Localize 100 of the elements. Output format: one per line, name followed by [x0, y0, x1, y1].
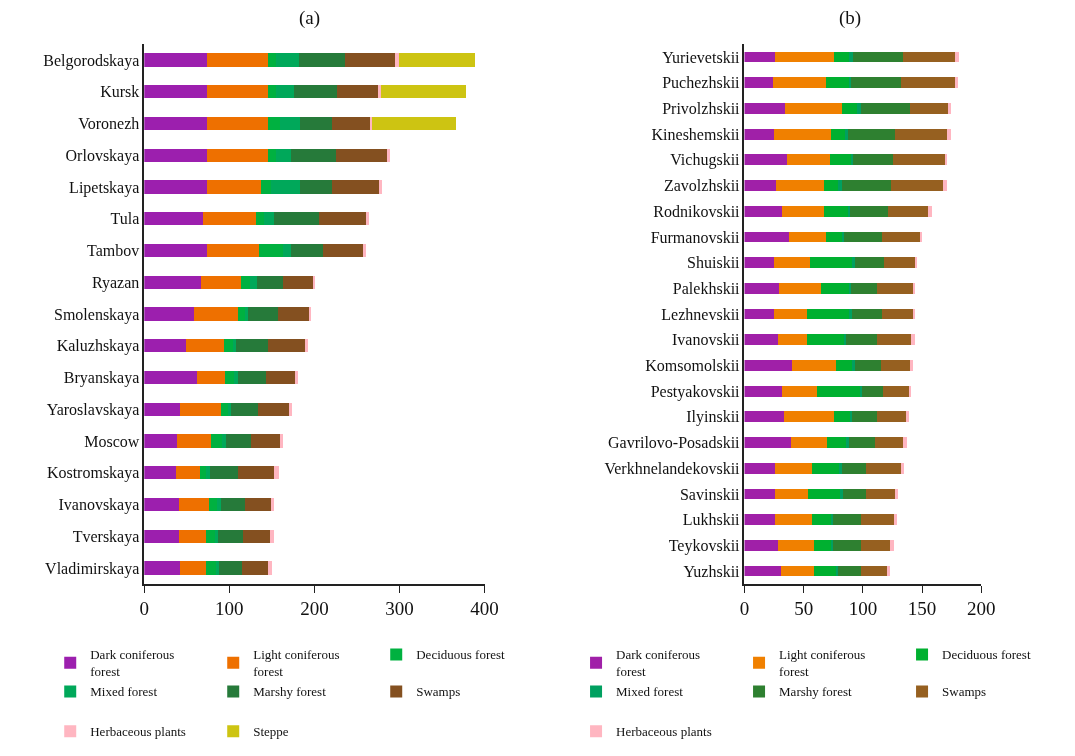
bar — [268, 561, 272, 575]
bar — [744, 437, 791, 448]
x-tick-label: 0 — [739, 598, 750, 620]
y-tick-label: Tula — [110, 210, 140, 228]
bar — [781, 565, 815, 577]
bar — [233, 370, 238, 385]
bar — [816, 385, 861, 397]
bar — [177, 434, 212, 448]
bar — [848, 437, 875, 448]
y-tick-label: Lipetskaya — [69, 178, 140, 197]
bar — [807, 334, 844, 346]
bar — [772, 77, 827, 89]
y-tick-label: Privolzhskii — [662, 100, 741, 118]
bar — [205, 561, 216, 575]
bar — [851, 282, 878, 294]
bar — [744, 205, 783, 217]
y-tick-label: Lukhskii — [682, 511, 741, 529]
bar — [267, 148, 277, 162]
y-tick-label: Zavolzhskii — [663, 177, 741, 195]
bar — [845, 128, 848, 140]
bar — [144, 180, 208, 194]
bar — [366, 212, 369, 226]
bar — [881, 231, 920, 243]
bar — [379, 180, 382, 194]
bar — [225, 434, 251, 448]
bar — [744, 565, 782, 577]
y-tick-label: Palekhskii — [672, 279, 741, 297]
bar — [744, 51, 776, 63]
bar — [928, 205, 932, 217]
bar — [241, 275, 250, 289]
bar — [846, 437, 849, 448]
bar — [274, 212, 319, 226]
bar — [305, 339, 308, 353]
legend-label: Deciduous forest — [942, 647, 1031, 663]
bar — [775, 51, 835, 63]
bar — [370, 116, 373, 131]
bar — [144, 434, 178, 448]
bar — [860, 385, 863, 397]
bar — [220, 497, 245, 512]
bar — [744, 128, 775, 140]
bar — [144, 370, 198, 385]
x-tick-label: 400 — [470, 598, 499, 620]
y-tick-label: Puchezhskii — [662, 74, 741, 92]
legend-label: Marshy forest — [253, 684, 327, 700]
bar — [144, 307, 195, 321]
bar — [271, 497, 274, 512]
bar — [345, 53, 396, 67]
y-tick-label: Rodnikovskii — [653, 202, 741, 220]
bar — [775, 462, 812, 474]
y-tick-label: Ivanovskaya — [58, 496, 140, 515]
bar — [775, 488, 809, 500]
y-tick-label: Kineshemskii — [651, 125, 741, 143]
bar — [847, 128, 895, 140]
y-tick-label: Ryazan — [91, 273, 140, 292]
bar — [299, 53, 346, 67]
bar — [842, 488, 867, 500]
y-tick-label: Ivanovskii — [671, 331, 741, 349]
bar — [218, 529, 243, 543]
bar — [144, 85, 208, 99]
x-tick-label: 200 — [967, 598, 996, 620]
bar — [244, 497, 272, 512]
y-tick-label: Bryanskaya — [63, 369, 140, 388]
bar — [180, 561, 206, 575]
bar — [782, 385, 817, 397]
bar — [866, 488, 895, 500]
bar — [144, 402, 180, 416]
legend-label: Steppe — [253, 724, 289, 740]
bar — [237, 307, 245, 321]
bar — [294, 85, 337, 99]
bar — [900, 77, 956, 89]
bar — [276, 85, 294, 99]
bar — [852, 257, 855, 269]
bar — [144, 116, 208, 131]
bar — [955, 51, 959, 63]
bar — [856, 103, 861, 114]
bar — [744, 257, 775, 269]
bar — [903, 51, 956, 63]
x-tick-label: 300 — [385, 598, 414, 620]
y-tick-label: Furmanovskii — [650, 228, 741, 246]
bar — [853, 51, 904, 63]
bar — [811, 462, 840, 474]
bar — [332, 116, 371, 131]
bar — [236, 339, 269, 353]
bar — [814, 539, 831, 551]
legend-label: Dark coniferous forest — [90, 647, 175, 680]
bar — [322, 243, 363, 258]
bar — [180, 402, 221, 416]
bar — [217, 497, 221, 512]
bar — [144, 148, 208, 162]
y-tick-label: Smolenskaya — [54, 305, 140, 324]
bar — [276, 53, 300, 67]
bar — [207, 85, 268, 99]
bar — [237, 466, 275, 480]
bar — [220, 402, 228, 416]
bar — [194, 307, 238, 321]
bar — [144, 243, 208, 258]
bar — [179, 497, 209, 512]
bar — [398, 53, 476, 67]
bar — [791, 360, 836, 371]
bar — [829, 154, 852, 166]
